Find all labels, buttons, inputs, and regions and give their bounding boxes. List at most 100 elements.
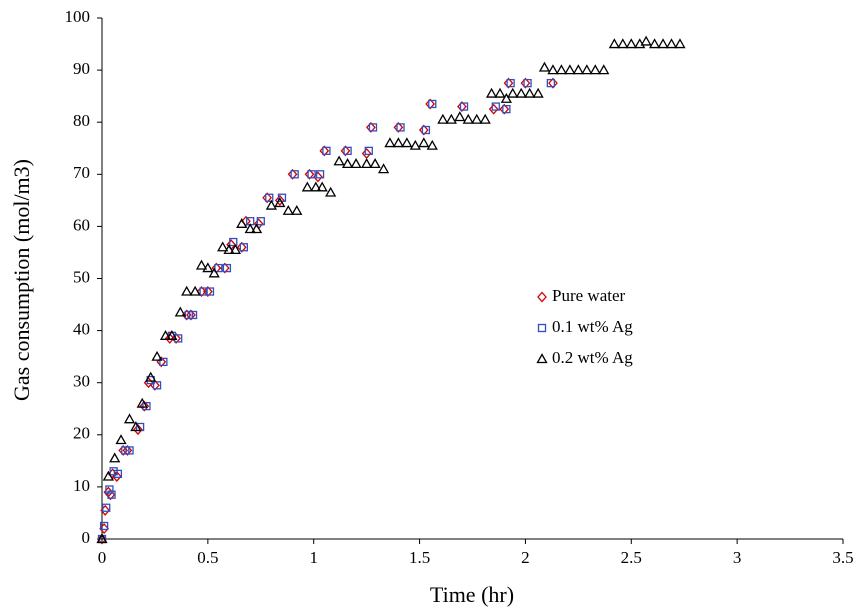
point: [640, 35, 652, 46]
legend-marker: [537, 291, 547, 303]
point: [121, 446, 130, 455]
point: [151, 350, 163, 361]
point: [159, 357, 168, 367]
point: [581, 64, 593, 75]
point: [236, 241, 247, 253]
point: [171, 332, 181, 344]
point: [471, 113, 483, 124]
legend-label: 0.1 wt% Ag: [552, 317, 633, 336]
point: [205, 287, 215, 296]
point: [648, 38, 661, 49]
point: [457, 101, 467, 113]
point: [665, 38, 678, 49]
point: [361, 147, 372, 159]
point: [174, 306, 186, 317]
point: [608, 38, 620, 49]
point: [341, 158, 354, 169]
y-tick-label: 70: [73, 163, 90, 182]
point: [152, 381, 162, 390]
y-tick-label: 10: [73, 476, 90, 495]
point: [494, 87, 506, 98]
point: [256, 217, 265, 226]
point: [202, 286, 213, 298]
point: [164, 332, 175, 344]
point: [325, 186, 337, 197]
point: [462, 113, 474, 124]
point: [377, 163, 390, 174]
point: [340, 145, 351, 157]
point: [282, 204, 294, 215]
legend-marker: [537, 323, 547, 333]
y-tick-label: 100: [65, 7, 91, 26]
point: [105, 485, 114, 494]
legend-label: Pure water: [552, 286, 626, 305]
point: [136, 397, 148, 408]
point: [236, 217, 248, 228]
point: [189, 285, 201, 296]
point: [454, 111, 466, 122]
point: [479, 113, 491, 124]
point: [548, 77, 558, 89]
point: [109, 467, 118, 476]
point: [262, 192, 273, 204]
point: [546, 78, 555, 88]
point: [287, 168, 298, 180]
point: [343, 146, 352, 156]
point: [274, 194, 285, 206]
x-axis-title: Time (hr): [430, 582, 514, 607]
point: [214, 263, 223, 273]
point: [459, 102, 469, 111]
point: [184, 310, 193, 320]
point: [304, 168, 315, 180]
x-tick-label: 1: [309, 548, 318, 567]
point: [445, 113, 457, 124]
y-axis-title: Gas consumption (mol/m3): [9, 159, 34, 401]
point: [142, 401, 151, 411]
point: [421, 125, 431, 135]
x-tick-label: 2: [521, 548, 530, 567]
point: [316, 181, 328, 192]
point: [437, 113, 449, 124]
point: [265, 193, 274, 202]
point: [239, 243, 248, 252]
point: [229, 244, 241, 254]
point: [506, 78, 515, 88]
point: [366, 121, 376, 133]
point: [369, 158, 381, 169]
point: [222, 263, 232, 273]
point: [428, 99, 437, 109]
point: [123, 413, 136, 424]
point: [244, 223, 256, 234]
point: [532, 87, 544, 98]
point: [115, 434, 127, 445]
point: [122, 444, 133, 456]
point: [523, 78, 532, 88]
point: [102, 470, 114, 481]
y-tick-label: 20: [73, 424, 90, 443]
y-tick-label: 40: [73, 320, 90, 339]
point: [97, 533, 107, 545]
point: [202, 262, 214, 273]
point: [181, 285, 193, 296]
point: [515, 87, 527, 98]
point: [319, 145, 330, 157]
point: [485, 87, 498, 98]
point: [499, 103, 510, 115]
x-tick-label: 0.5: [197, 548, 218, 567]
point: [223, 244, 235, 254]
x-tick-label: 3.5: [832, 548, 853, 567]
point: [133, 424, 143, 436]
point: [396, 123, 405, 132]
point: [418, 137, 430, 148]
point: [229, 237, 238, 247]
point: [290, 170, 299, 179]
point: [401, 137, 413, 148]
point: [409, 139, 421, 150]
point: [250, 223, 263, 234]
point: [265, 199, 277, 210]
point: [139, 400, 150, 412]
point: [310, 181, 322, 192]
point: [315, 170, 325, 179]
point: [109, 452, 121, 463]
point: [364, 146, 373, 156]
